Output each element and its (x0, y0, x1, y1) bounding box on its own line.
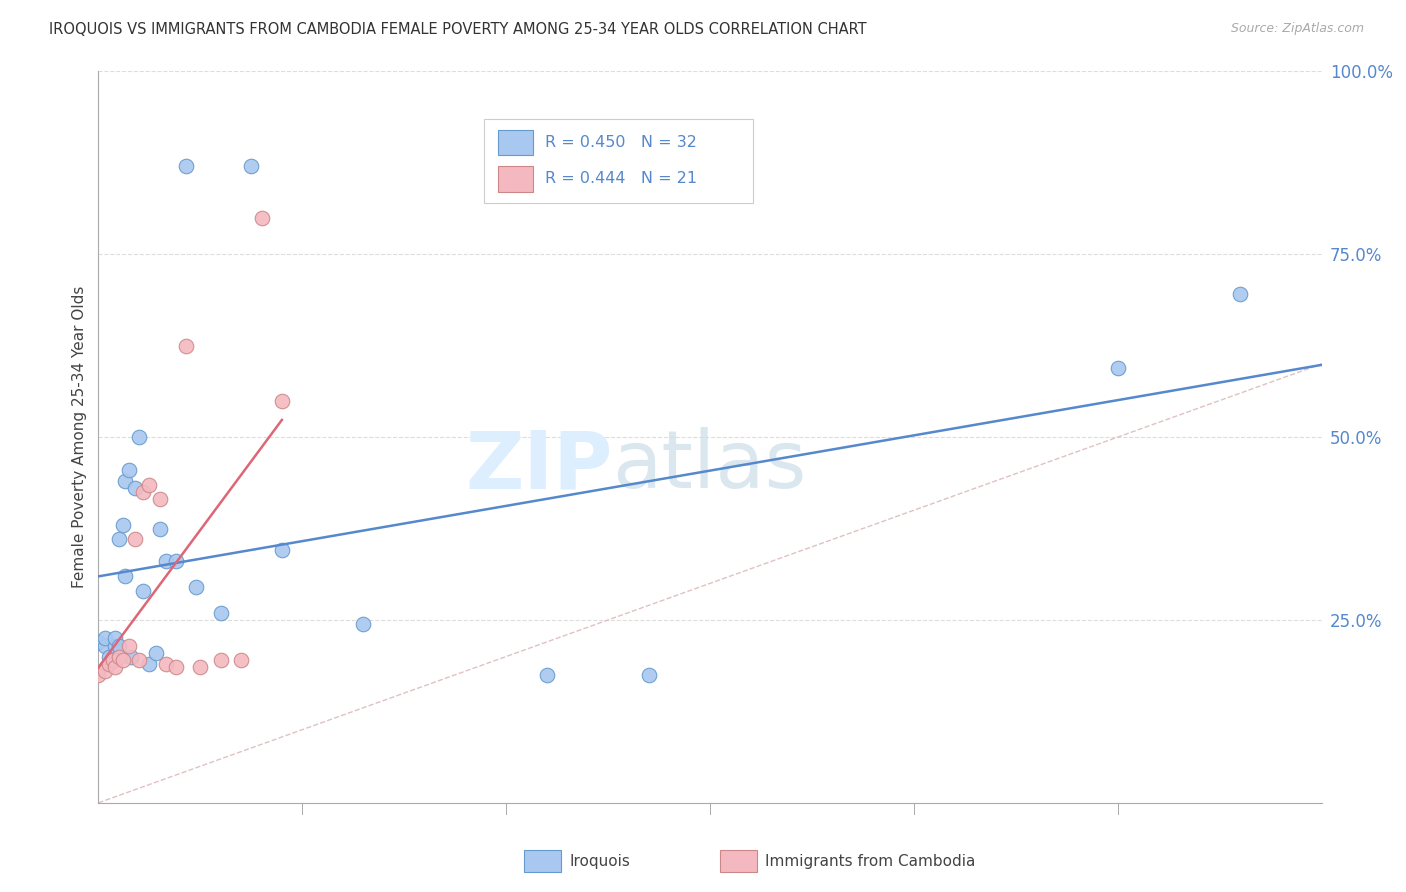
Point (93, 664, 115, 678)
Point (186, 580, 208, 594)
Y-axis label: Female Poverty Among 25-34 Year Olds: Female Poverty Among 25-34 Year Olds (72, 286, 87, 588)
Point (124, 533, 146, 547)
Point (250, 211, 273, 225)
Point (138, 657, 160, 671)
Point (97, 649, 120, 664)
Point (93, 639, 115, 653)
FancyBboxPatch shape (498, 167, 533, 192)
Point (108, 649, 131, 664)
Point (111, 517, 134, 532)
Point (111, 653, 134, 667)
Text: R = 0.444   N = 21: R = 0.444 N = 21 (546, 171, 697, 186)
Point (149, 492, 172, 507)
Text: Immigrants from Cambodia: Immigrants from Cambodia (765, 854, 976, 869)
Point (104, 639, 127, 653)
Point (1229, 287, 1251, 301)
Point (104, 632, 127, 646)
Point (155, 554, 177, 568)
Point (174, 338, 197, 352)
Point (114, 569, 136, 583)
Point (104, 660, 127, 674)
Point (209, 606, 232, 620)
Point (118, 463, 141, 477)
Point (188, 660, 212, 674)
Point (97, 657, 120, 671)
Point (209, 653, 232, 667)
Point (149, 521, 172, 535)
Point (132, 583, 155, 598)
Point (536, 667, 558, 681)
Point (114, 474, 136, 488)
Point (87, 667, 110, 681)
FancyBboxPatch shape (720, 850, 756, 872)
Point (145, 646, 167, 660)
Text: IROQUOIS VS IMMIGRANTS FROM CAMBODIA FEMALE POVERTY AMONG 25-34 YEAR OLDS CORREL: IROQUOIS VS IMMIGRANTS FROM CAMBODIA FEM… (49, 22, 868, 37)
Text: ZIP: ZIP (465, 427, 612, 506)
Point (637, 667, 661, 681)
Point (128, 653, 150, 667)
Text: atlas: atlas (612, 427, 807, 506)
Point (270, 393, 294, 408)
Point (174, 160, 197, 174)
Point (240, 160, 263, 174)
FancyBboxPatch shape (524, 850, 561, 872)
Text: R = 0.450   N = 32: R = 0.450 N = 32 (546, 135, 697, 150)
Point (87, 635, 110, 649)
Point (124, 481, 146, 495)
Text: Iroquois: Iroquois (569, 854, 630, 869)
Point (138, 477, 160, 491)
Point (132, 485, 155, 500)
Point (231, 653, 253, 667)
Point (1107, 360, 1129, 375)
Point (108, 639, 131, 653)
FancyBboxPatch shape (498, 130, 533, 155)
Point (120, 649, 142, 664)
Point (270, 543, 294, 558)
Point (128, 430, 150, 444)
Point (93, 632, 115, 646)
Point (165, 660, 187, 674)
Text: Source: ZipAtlas.com: Source: ZipAtlas.com (1230, 22, 1364, 36)
Point (118, 639, 141, 653)
Point (352, 616, 374, 631)
Point (155, 657, 177, 671)
Point (165, 554, 187, 568)
FancyBboxPatch shape (484, 119, 752, 203)
Point (108, 533, 131, 547)
Point (101, 653, 124, 667)
Point (101, 653, 124, 667)
